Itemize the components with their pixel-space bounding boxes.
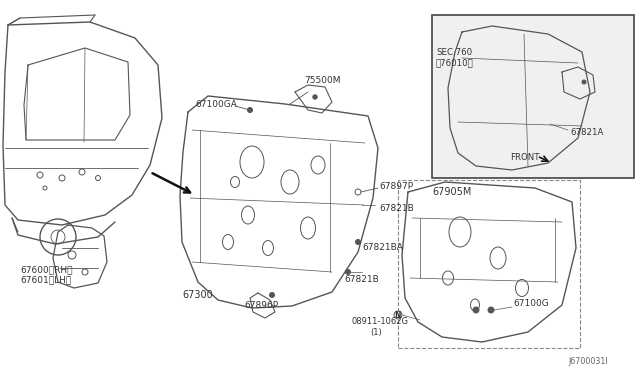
Text: J6700031I: J6700031I — [568, 357, 607, 366]
Circle shape — [473, 307, 479, 313]
Text: 67100G: 67100G — [513, 299, 548, 308]
Text: 67905M: 67905M — [432, 187, 472, 197]
Text: 67300: 67300 — [182, 290, 212, 300]
Text: 67821A: 67821A — [570, 128, 604, 137]
Circle shape — [488, 307, 494, 313]
Text: 67601〈LH〉: 67601〈LH〉 — [20, 276, 71, 285]
Text: 75500M: 75500M — [304, 76, 340, 84]
Text: 08911-1062G: 08911-1062G — [352, 317, 409, 327]
Text: 67896P: 67896P — [244, 301, 278, 310]
Text: 67821BA: 67821BA — [362, 244, 403, 253]
Text: 67821B: 67821B — [344, 276, 379, 285]
Bar — [398, 180, 580, 348]
Bar — [432, 15, 634, 178]
Text: SEC.760: SEC.760 — [436, 48, 472, 57]
Circle shape — [346, 269, 351, 275]
Circle shape — [355, 240, 360, 244]
Text: FRONT: FRONT — [510, 153, 540, 161]
Text: 〈76010〉: 〈76010〉 — [436, 58, 474, 67]
Text: N: N — [395, 311, 401, 320]
Circle shape — [582, 80, 586, 84]
Text: 67600〈RH〉: 67600〈RH〉 — [20, 266, 72, 275]
Circle shape — [248, 108, 253, 112]
Circle shape — [313, 95, 317, 99]
Text: 67821B: 67821B — [379, 203, 413, 212]
Text: 67897P: 67897P — [379, 182, 413, 190]
Circle shape — [269, 292, 275, 298]
Text: 67100GA: 67100GA — [195, 99, 237, 109]
Text: (1): (1) — [370, 327, 381, 337]
